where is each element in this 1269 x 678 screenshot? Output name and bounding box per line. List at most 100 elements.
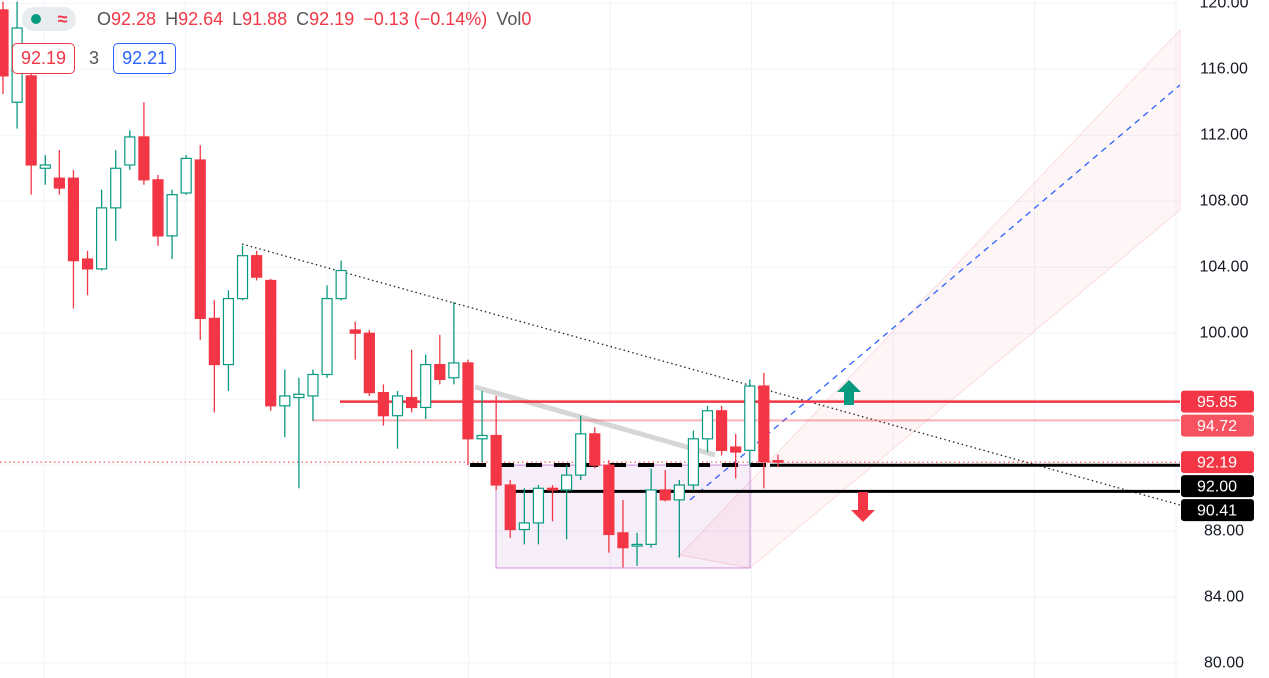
guide-line	[474, 384, 716, 458]
price-tag	[1181, 451, 1254, 474]
candle-body	[673, 484, 685, 501]
chart-icon: ≈	[57, 8, 68, 29]
candle-body	[293, 393, 305, 399]
ohlc-key: O	[97, 8, 112, 29]
y-tick-label: 88.00	[1204, 522, 1244, 539]
price-tag	[1181, 390, 1254, 413]
candle-body	[208, 317, 220, 366]
ohlc-value: 92.64	[178, 8, 224, 29]
arrow-up	[837, 380, 861, 405]
price-axis: 80.0084.0088.0092.0096.00100.00104.00108…	[1181, 0, 1254, 671]
candle-body	[758, 385, 770, 463]
candle-body	[659, 489, 671, 501]
candle-body	[53, 177, 65, 189]
candle-body	[532, 487, 545, 524]
y-tick-label: 116.00	[1200, 61, 1248, 78]
candle-body	[589, 433, 601, 466]
candle-body	[335, 269, 347, 300]
candle-body	[631, 543, 643, 547]
candle-body	[307, 373, 319, 397]
arrow-down	[851, 492, 875, 522]
candle-body	[124, 136, 136, 166]
candle-body	[448, 362, 460, 379]
y-tick-label: 112.00	[1200, 126, 1248, 143]
candle-body	[180, 157, 192, 194]
ohlc-key: H	[165, 8, 179, 29]
candle-body	[687, 438, 700, 486]
candle-body	[166, 194, 178, 237]
candle-body	[25, 75, 37, 166]
order-badges: 92.19 3 92.21	[12, 43, 177, 74]
candle-body	[194, 159, 206, 319]
price-tag-label: 90.41	[1197, 502, 1237, 519]
trend-line	[241, 243, 1181, 506]
ohlc-key: C	[296, 8, 310, 29]
volume-key: Vol	[496, 8, 522, 29]
candle-body	[406, 396, 418, 409]
price-tag	[1181, 414, 1254, 437]
status-pill[interactable]: ≈	[22, 7, 76, 31]
ohlc-value: 92.19	[309, 8, 355, 29]
price-tag	[1181, 499, 1254, 522]
price-tag-label: 92.00	[1197, 478, 1237, 495]
change: −0.13 (−0.14%)	[363, 8, 488, 29]
candle-body	[730, 446, 742, 453]
y-tick-label: 108.00	[1200, 192, 1249, 209]
candle-body	[391, 395, 404, 417]
candles	[0, 1, 784, 568]
candle-body	[377, 392, 390, 417]
ohlc-value: 92.28	[111, 8, 157, 29]
candle-body	[575, 433, 587, 476]
candle-body	[490, 434, 502, 486]
candle-body	[363, 332, 375, 394]
regression-channel	[679, 28, 1181, 569]
candle-body	[617, 532, 629, 549]
candle-body	[39, 164, 51, 169]
candle-body	[504, 484, 516, 531]
candle-body	[265, 279, 277, 407]
candle-body	[67, 177, 80, 262]
buy-badge[interactable]: 92.21	[113, 43, 177, 74]
candle-body	[603, 464, 615, 536]
candle-body	[715, 410, 728, 451]
candle-body	[518, 522, 530, 531]
candle-body	[81, 258, 94, 270]
ohlc-value: 91.88	[242, 8, 288, 29]
candle-body	[701, 410, 714, 440]
y-tick-label: 80.00	[1204, 654, 1244, 671]
price-tag	[1181, 475, 1254, 498]
y-tick-label: 104.00	[1200, 258, 1249, 275]
channel-midline	[689, 84, 1181, 501]
candle-body	[744, 385, 756, 451]
y-tick-label: 120.00	[1200, 0, 1249, 12]
candle-body	[476, 434, 488, 440]
ohlc: O92.28 H92.64 L91.88 C92.19	[88, 9, 354, 30]
candle-body	[420, 363, 432, 409]
candle-body	[349, 329, 361, 334]
candle-body	[251, 255, 263, 278]
candle-body	[645, 489, 657, 545]
y-tick-label: 100.00	[1200, 324, 1249, 341]
candle-body	[279, 395, 291, 407]
ohlc-header: ≈ O92.28 H92.64 L91.88 C92.19 −0.13 (−0.14%…	[22, 7, 531, 31]
candle-body	[96, 207, 108, 270]
sell-badge[interactable]: 92.19	[12, 43, 76, 74]
y-tick-label: 84.00	[1204, 588, 1244, 605]
candle-body	[222, 297, 235, 366]
candle-body	[236, 255, 249, 300]
price-tag-label: 92.19	[1197, 454, 1237, 471]
candle-body	[138, 136, 150, 181]
live-dot	[30, 14, 41, 24]
candle-body	[434, 363, 446, 381]
candle-body	[152, 179, 164, 237]
spread: 3	[89, 48, 100, 68]
candle-body	[772, 459, 784, 463]
candle-body	[560, 474, 573, 491]
candle-body	[321, 297, 333, 376]
ohlc-key: L	[232, 8, 243, 29]
volume-value: 0	[521, 8, 532, 29]
candle-body	[462, 362, 474, 440]
